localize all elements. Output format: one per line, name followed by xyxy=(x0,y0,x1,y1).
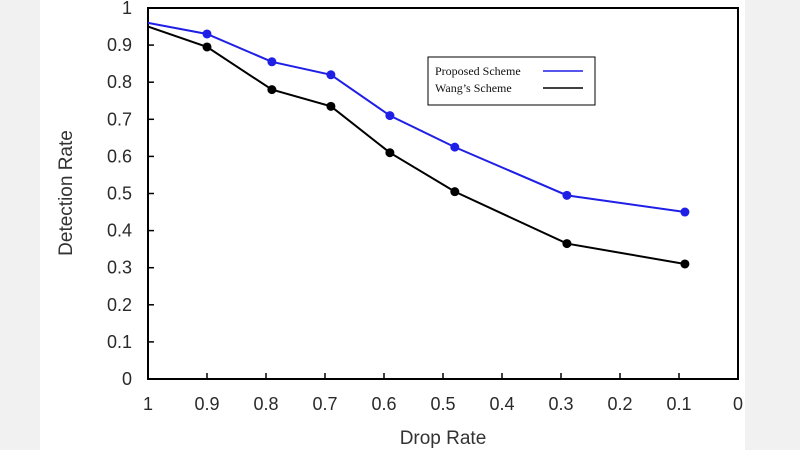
data-point-proposed xyxy=(202,29,212,39)
legend-label-proposed: Proposed Scheme xyxy=(435,64,521,78)
y-tick-label: 1 xyxy=(122,0,132,18)
y-tick-label: 0.9 xyxy=(107,35,132,55)
x-axis-title: Drop Rate xyxy=(400,428,487,449)
y-tick-label: 0.8 xyxy=(107,72,132,92)
x-tick-label: 0.5 xyxy=(430,394,455,414)
y-tick-label: 0.2 xyxy=(107,295,132,315)
series-line-proposed xyxy=(147,21,686,214)
y-tick-label: 0.3 xyxy=(107,258,132,278)
y-tick-label: 0 xyxy=(122,369,132,389)
data-point-wang xyxy=(385,148,395,158)
legend-box xyxy=(427,56,596,106)
x-tick-label: 0.3 xyxy=(548,394,573,414)
y-tick-label: 0.6 xyxy=(107,146,132,166)
y-tick-label: 0.1 xyxy=(107,332,132,352)
data-point-proposed xyxy=(562,190,572,200)
chart-panel xyxy=(40,0,745,450)
data-point-wang xyxy=(326,101,336,111)
y-tick-label: 0.7 xyxy=(107,109,132,129)
x-tick-label: 0.4 xyxy=(489,394,514,414)
series-line-wang xyxy=(147,25,686,265)
data-point-proposed xyxy=(680,207,690,217)
data-point-proposed xyxy=(267,57,277,67)
data-point-wang xyxy=(450,187,460,197)
x-tick-label: 0.8 xyxy=(253,394,278,414)
series-layer xyxy=(147,21,690,269)
y-tick-label: 0.4 xyxy=(107,221,132,241)
data-point-proposed xyxy=(450,142,460,152)
x-tick-label: 0 xyxy=(733,394,743,414)
y-axis-title: Detection Rate xyxy=(56,130,77,256)
x-tick-label: 0.9 xyxy=(194,394,219,414)
y-axis-ticks: 0 0.1 0.2 0.3 0.4 0.5 0.6 0.7 0.8 0.9 1 xyxy=(107,0,154,389)
legend: Proposed Scheme Wang’s Scheme xyxy=(427,56,596,106)
x-tick-label: 0.6 xyxy=(371,394,396,414)
y-tick-label: 0.5 xyxy=(107,184,132,204)
x-axis-ticks: 1 0.9 0.8 0.7 0.6 0.5 0.4 0.3 0.2 0.1 0 xyxy=(143,373,743,414)
x-tick-label: 0.2 xyxy=(607,394,632,414)
data-point-wang xyxy=(680,259,690,269)
data-point-proposed xyxy=(326,70,336,80)
data-point-proposed xyxy=(385,111,395,121)
x-tick-label: 0.1 xyxy=(666,394,691,414)
x-tick-label: 0.7 xyxy=(312,394,337,414)
legend-label-wang: Wang’s Scheme xyxy=(435,81,512,95)
x-tick-label: 1 xyxy=(143,394,153,414)
data-point-wang xyxy=(267,85,277,95)
data-point-wang xyxy=(202,42,212,52)
data-point-wang xyxy=(562,239,572,249)
